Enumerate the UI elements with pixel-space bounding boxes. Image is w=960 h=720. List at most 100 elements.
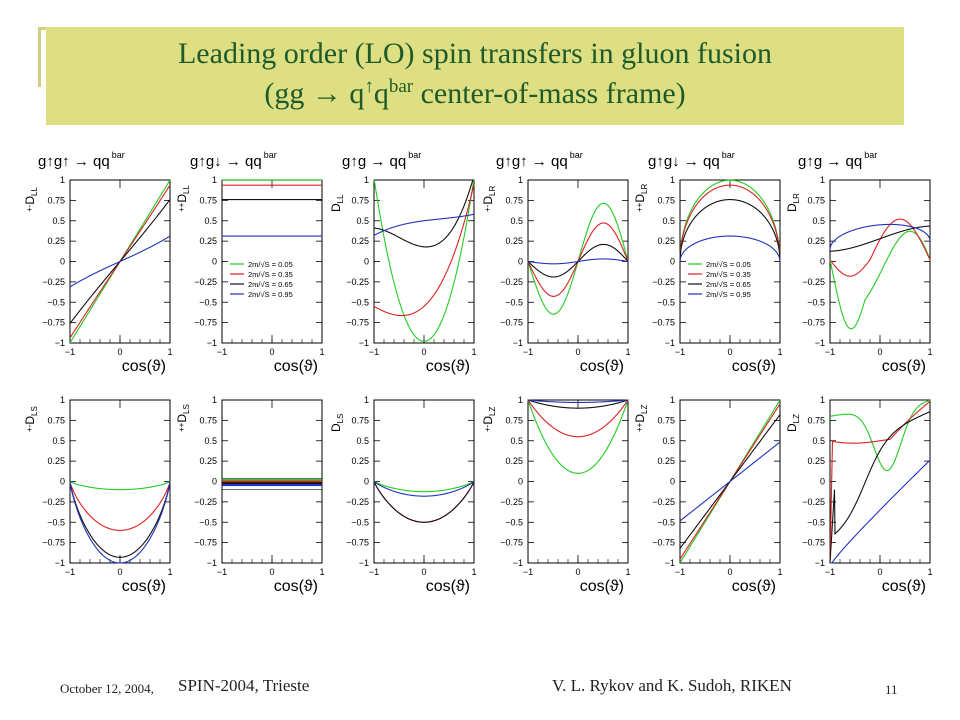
x-tick-label: −1 xyxy=(675,567,685,577)
series-line-3 xyxy=(69,481,171,558)
series-line-3 xyxy=(679,199,781,262)
panel-process-title: g↑g↓ → qq xyxy=(190,153,262,170)
y-tick-label: 0.5 xyxy=(812,436,825,446)
x-tick-label: 1 xyxy=(319,347,324,357)
y-axis-label: ++DLR xyxy=(633,184,649,212)
y-tick-label: 0.5 xyxy=(356,216,369,226)
panel-process-title: g↑g → qq xyxy=(798,153,862,170)
y-tick-label: 1 xyxy=(670,175,675,185)
legend-label-3: 2m/√S = 0.65 xyxy=(706,280,751,289)
y-tick-label: 0 xyxy=(60,257,65,267)
y-tick-label: 0.75 xyxy=(505,415,523,425)
x-tick-label: 0 xyxy=(727,347,732,357)
x-tick-label: 0 xyxy=(877,347,882,357)
x-tick-label: 1 xyxy=(927,567,932,577)
legend-label-4: 2m/√S = 0.95 xyxy=(248,290,293,299)
footer-conference: SPIN-2004, Trieste xyxy=(178,676,310,695)
x-tick-label: −1 xyxy=(369,347,379,357)
series-line-2 xyxy=(829,400,931,564)
series-line-1 xyxy=(679,179,781,262)
y-tick-label: −0.25 xyxy=(194,277,217,287)
x-tick-label: −1 xyxy=(217,567,227,577)
y-tick-label: −0.75 xyxy=(42,318,65,328)
x-tick-label: 1 xyxy=(777,567,782,577)
series-line-1 xyxy=(69,481,171,491)
y-tick-label: 0.5 xyxy=(52,216,65,226)
panel-process-sup: bar xyxy=(264,150,277,160)
y-tick-label: 0.75 xyxy=(199,415,217,425)
y-tick-label: 0.25 xyxy=(351,456,369,466)
x-tick-label: −1 xyxy=(523,347,533,357)
y-tick-label: 0.25 xyxy=(199,236,217,246)
y-tick-label: 0.25 xyxy=(47,236,65,246)
series-line-1 xyxy=(527,399,629,474)
footer-date: October 12, 2004, xyxy=(60,681,154,696)
panel-process-title: g↑g↑ → qq xyxy=(496,153,568,170)
y-tick-label: −0.75 xyxy=(500,318,523,328)
series-line-1 xyxy=(829,230,931,330)
y-tick-label: −0.5 xyxy=(807,517,825,527)
title-accent-vertical xyxy=(38,27,41,87)
y-tick-label: −0.75 xyxy=(652,318,675,328)
series-line-4 xyxy=(527,399,629,403)
y-tick-label: −1 xyxy=(359,338,369,348)
x-tick-label: 0 xyxy=(575,347,580,357)
y-axis-label: ++DLL xyxy=(175,185,191,212)
y-tick-label: 0 xyxy=(820,477,825,487)
y-tick-label: −0.5 xyxy=(351,297,369,307)
y-tick-label: 0.25 xyxy=(47,456,65,466)
y-tick-label: 0 xyxy=(212,257,217,267)
series-band-2 xyxy=(222,480,322,483)
series-line-4 xyxy=(679,235,781,262)
series-line-1 xyxy=(373,179,475,342)
y-tick-label: 0.5 xyxy=(662,436,675,446)
y-tick-label: −1 xyxy=(815,338,825,348)
x-tick-label: 0 xyxy=(269,567,274,577)
y-tick-label: 0.5 xyxy=(510,216,523,226)
y-tick-label: 0.75 xyxy=(351,415,369,425)
y-tick-label: 0 xyxy=(212,477,217,487)
plot-frame xyxy=(373,399,475,564)
legend-label-4: 2m/√S = 0.95 xyxy=(706,290,751,299)
y-tick-label: 0.5 xyxy=(662,216,675,226)
y-tick-label: 0.25 xyxy=(505,236,523,246)
series-line-2 xyxy=(373,183,475,317)
x-tick-label: 1 xyxy=(777,347,782,357)
series-line-2 xyxy=(679,184,781,262)
panel-process-title: g↑g → qq xyxy=(342,153,406,170)
title-line-2: (gg → q↑qbar center-of-mass frame) xyxy=(46,77,904,111)
y-tick-label: −0.75 xyxy=(194,318,217,328)
series-line-2 xyxy=(527,399,629,438)
y-tick-label: −0.25 xyxy=(652,497,675,507)
y-tick-label: 0 xyxy=(670,257,675,267)
series-line-4 xyxy=(679,441,781,522)
x-axis-label: cos(ϑ) xyxy=(732,578,776,595)
series-band-3 xyxy=(222,482,322,485)
y-axis-label: DLR xyxy=(785,193,801,212)
y-tick-label: 0.75 xyxy=(657,195,675,205)
series-line-1 xyxy=(373,481,475,493)
footer-authors: V. L. Rykov and K. Sudoh, RIKEN xyxy=(552,676,792,695)
series-line-4 xyxy=(373,213,475,236)
y-tick-label: 0.75 xyxy=(351,195,369,205)
x-tick-label: −1 xyxy=(65,347,75,357)
y-tick-label: 0.25 xyxy=(351,236,369,246)
x-tick-label: −1 xyxy=(825,567,835,577)
panel-process-sup: bar xyxy=(864,150,877,160)
y-tick-label: 0 xyxy=(820,257,825,267)
panel-process-sup: bar xyxy=(112,150,125,160)
y-tick-label: −0.5 xyxy=(47,517,65,527)
y-tick-label: 1 xyxy=(670,395,675,405)
x-tick-label: 1 xyxy=(625,347,630,357)
y-axis-label: +-DLR xyxy=(481,186,497,212)
y-tick-label: −1 xyxy=(207,338,217,348)
x-tick-label: −1 xyxy=(523,567,533,577)
y-tick-label: 0.75 xyxy=(199,195,217,205)
series-line-4 xyxy=(830,459,931,564)
x-tick-label: 0 xyxy=(727,567,732,577)
